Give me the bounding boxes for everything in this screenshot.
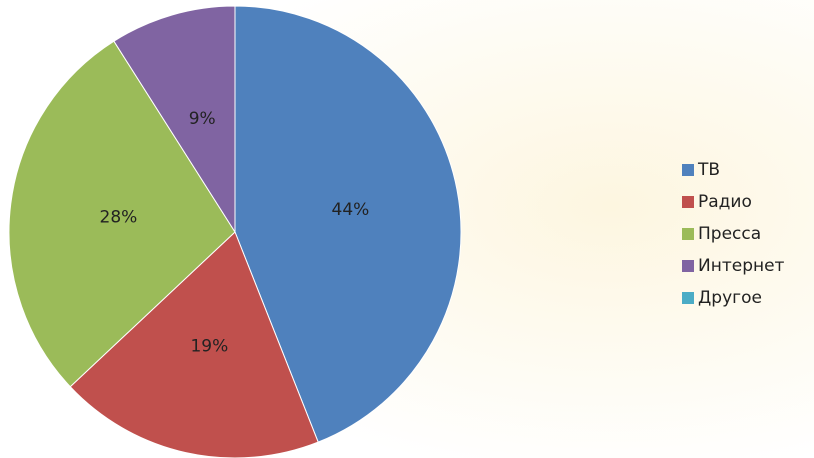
pie-slice <box>234 5 462 443</box>
pie-slice <box>8 40 236 388</box>
data-label: 44% <box>332 200 370 220</box>
legend-label: Интернет <box>698 256 785 276</box>
legend-label: Пресса <box>698 224 761 244</box>
legend-swatch <box>682 260 694 272</box>
legend-swatch <box>682 196 694 208</box>
legend-swatch <box>682 292 694 304</box>
legend-swatch <box>682 164 694 176</box>
pie-slice <box>69 231 319 458</box>
legend-label: Радио <box>698 192 752 212</box>
legend-label: ТВ <box>697 160 720 180</box>
pie-slice <box>113 5 236 234</box>
legend-swatch <box>682 228 694 240</box>
data-label: 19% <box>190 337 228 357</box>
data-label: 28% <box>100 207 138 227</box>
legend-label: Другое <box>698 288 762 308</box>
data-label: 9% <box>189 109 216 129</box>
